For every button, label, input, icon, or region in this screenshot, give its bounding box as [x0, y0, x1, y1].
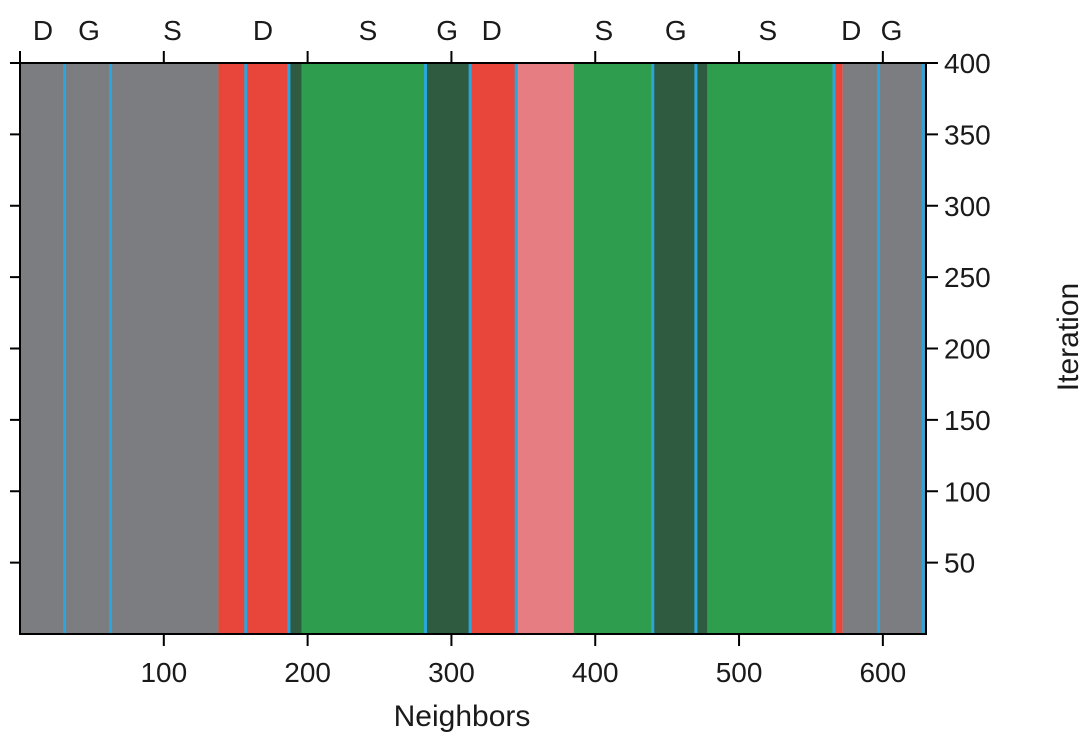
- region-label-10: D: [841, 15, 861, 46]
- x-axis-title: Neighbors: [394, 700, 531, 733]
- y-axis-title: Iteration: [1052, 283, 1084, 391]
- heatmap-band-9: [652, 63, 696, 634]
- heatmap-band-8: [573, 63, 653, 634]
- region-label-2: S: [163, 15, 182, 46]
- heatmap-band-7: [516, 63, 574, 634]
- x-tick-label-0: 100: [140, 657, 187, 688]
- heatmap-band-4: [301, 63, 426, 634]
- region-label-4: S: [359, 15, 378, 46]
- x-axis-bottom: 100 200 300 400 500 600: [140, 634, 906, 688]
- region-label-1: G: [78, 15, 100, 46]
- x-tick-label-5: 600: [859, 657, 906, 688]
- y-tick-label-7: 400: [944, 48, 991, 79]
- heatmap-band-13: [842, 63, 926, 634]
- x-tick-label-4: 500: [716, 657, 763, 688]
- x-tick-label-1: 200: [284, 657, 331, 688]
- y-tick-label-2: 150: [944, 405, 991, 436]
- region-label-8: G: [665, 15, 687, 46]
- heatmap-band-3: [288, 63, 302, 634]
- region-label-11: G: [881, 15, 903, 46]
- y-axis-left-ticks: [10, 62, 20, 564]
- region-boundaries: [63, 63, 925, 634]
- y-tick-label-4: 250: [944, 262, 991, 293]
- heatmap-band-6: [470, 63, 517, 634]
- y-tick-label-3: 200: [944, 334, 991, 365]
- heatmap-band-11: [707, 63, 834, 634]
- y-tick-label-1: 100: [944, 476, 991, 507]
- y-tick-label-0: 50: [944, 548, 975, 579]
- region-label-6: D: [482, 15, 502, 46]
- region-label-3: D: [253, 15, 273, 46]
- x-tick-label-2: 300: [428, 657, 475, 688]
- region-label-9: S: [758, 15, 777, 46]
- region-label-0: D: [33, 15, 53, 46]
- heatmap-band-2: [245, 63, 289, 634]
- y-tick-label-6: 350: [944, 119, 991, 150]
- heatmap-band-1: [218, 63, 246, 634]
- heatmap-band-5: [425, 63, 471, 634]
- region-label-7: S: [595, 15, 614, 46]
- y-tick-label-5: 300: [944, 191, 991, 222]
- y-axis-right: 50 100 150 200 250 300 350 400: [926, 48, 991, 579]
- region-label-5: G: [436, 15, 458, 46]
- heatmap-band-12: [833, 63, 843, 634]
- x-tick-label-3: 400: [572, 657, 619, 688]
- heatmap-bands: [20, 63, 926, 634]
- heatmap-band-0: [20, 63, 219, 634]
- heatmap-band-10: [695, 63, 708, 634]
